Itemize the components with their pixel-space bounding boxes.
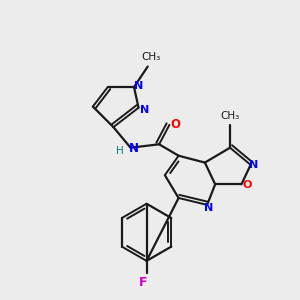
Text: H: H <box>116 146 124 156</box>
Text: N: N <box>140 105 149 115</box>
Text: N: N <box>134 81 143 91</box>
Text: N: N <box>204 203 213 213</box>
Text: CH₃: CH₃ <box>220 111 240 121</box>
Text: CH₃: CH₃ <box>142 52 161 62</box>
Text: O: O <box>170 118 180 131</box>
Text: N: N <box>249 160 259 170</box>
Text: N: N <box>129 142 139 155</box>
Text: F: F <box>139 276 147 289</box>
Text: O: O <box>242 180 252 190</box>
